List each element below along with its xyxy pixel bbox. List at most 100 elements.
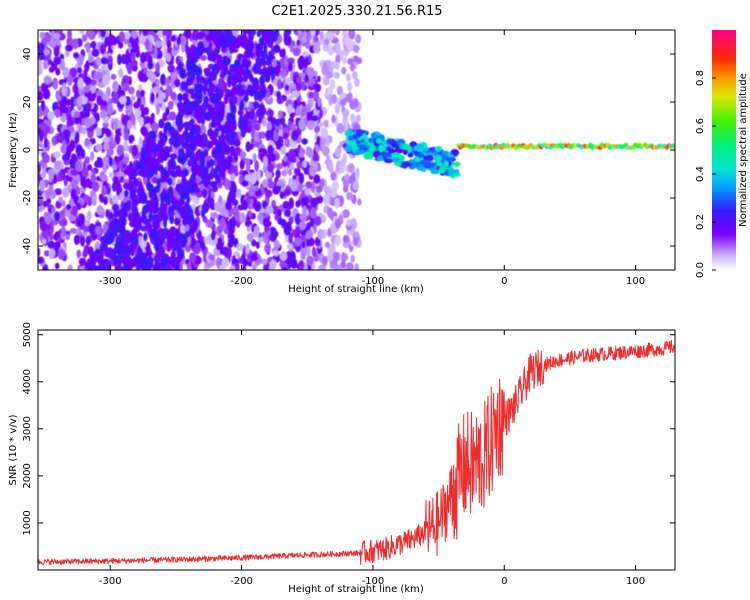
spectrogram-cell	[284, 209, 292, 218]
spectrogram-cell	[310, 197, 319, 208]
spectrogram-cell	[52, 79, 58, 91]
spectrogram-cell	[72, 38, 79, 50]
snr-y-axis-label: SNR (10 * v/v)	[8, 414, 19, 485]
spectrogram-cell	[205, 34, 213, 43]
spectrogram-cell	[323, 193, 331, 206]
spectrogram-cell	[253, 197, 258, 206]
spectrogram-cell	[192, 166, 198, 177]
spectrogram-cell	[131, 213, 138, 223]
spectrogram-cell	[330, 188, 338, 198]
spectrogram-cell	[200, 54, 207, 61]
spectrogram-cell	[82, 106, 88, 116]
spectrogram-cell	[356, 144, 367, 149]
spectrogram-cell	[150, 112, 155, 122]
spectrogram-cell	[433, 154, 442, 163]
spectrogram-cell	[239, 159, 245, 170]
spectrogram-cell	[81, 148, 86, 159]
spectrogram-cell	[279, 251, 288, 262]
spectrogram-cell	[204, 236, 209, 245]
spectrogram-cell	[77, 123, 83, 134]
spectrogram-cell	[254, 160, 260, 172]
spectrogram-cell	[110, 73, 117, 80]
spectrogram-cell	[307, 266, 312, 270]
spectrogram-cell	[301, 106, 308, 116]
spectrogram-cell	[184, 230, 191, 238]
snr-y-tick-label: 3000	[22, 416, 33, 441]
spectrogram-cell	[345, 262, 354, 270]
spectrogram-cell	[233, 164, 238, 176]
spectrogram-cell	[317, 97, 322, 107]
spectrogram-cell	[138, 71, 145, 82]
colorbar-tick-label: 0.8	[695, 70, 706, 86]
spectrogram-cell	[198, 89, 203, 101]
spectrogram-cell	[189, 125, 197, 137]
spectrogram-cell	[130, 94, 136, 102]
spectrogram-cell	[131, 59, 138, 67]
spectrogram-cell	[85, 41, 91, 54]
spectrogram-cell	[178, 67, 187, 76]
spectrogram-cell	[180, 107, 188, 115]
spectrogram-cell	[76, 96, 83, 107]
spectrogram-cell	[195, 137, 203, 147]
spectrogram-cell	[184, 30, 192, 40]
spectrogram-cell	[258, 103, 265, 111]
spectrogram-cell	[299, 221, 306, 231]
spectrogram-cell	[91, 40, 97, 50]
spectrogram-cell	[156, 212, 164, 223]
spectrogram-x-tick-label: -100	[362, 276, 385, 287]
spectrogram-cell	[243, 94, 249, 103]
spectrogram-cell	[330, 242, 336, 254]
spectrogram-cell	[67, 74, 73, 87]
spectrogram-cell	[305, 181, 313, 189]
spectrogram-cell	[118, 214, 124, 222]
spectrogram-cell	[154, 40, 162, 48]
spectrogram-cell	[110, 37, 118, 46]
spectrogram-cell	[92, 198, 97, 206]
spectrogram-cell	[234, 146, 242, 156]
spectrogram-cell	[189, 156, 194, 165]
spectrogram-cell	[268, 50, 273, 59]
spectrogram-cell	[355, 129, 364, 137]
spectrogram-cell	[53, 241, 61, 250]
spectrogram-cell	[313, 215, 322, 226]
spectrogram-cell	[122, 182, 131, 190]
spectrogram-cell	[216, 62, 225, 71]
spectrogram-cell	[204, 111, 213, 121]
snr-x-tick-label: -100	[362, 576, 385, 587]
spectrogram-cell	[299, 213, 308, 222]
spectrogram-cell	[57, 170, 64, 182]
snr-y-tick-label: 5000	[22, 322, 33, 347]
spectrogram-cell	[334, 197, 341, 209]
spectrogram-cell	[249, 185, 255, 197]
spectrogram-cell	[349, 100, 356, 110]
spectrogram-cell	[166, 244, 172, 252]
spectrogram-cell	[140, 125, 148, 136]
spectrogram-cell	[186, 263, 192, 270]
spectrogram-cell	[438, 169, 444, 174]
spectrogram-cell	[209, 181, 218, 188]
spectrogram-cell	[295, 200, 301, 208]
spectrogram-cell	[114, 128, 122, 136]
spectrogram-cell	[131, 30, 138, 39]
spectrogram-cell	[334, 218, 342, 229]
spectrogram-cell	[354, 262, 359, 270]
spectrogram-cell	[62, 187, 69, 198]
spectrogram-cell	[140, 89, 145, 97]
spectrogram-cell	[317, 228, 324, 240]
spectrogram-cell	[101, 100, 108, 107]
spectrogram-cell	[341, 66, 347, 75]
spectrogram-cell	[314, 125, 321, 133]
spectrogram-cell	[201, 188, 208, 199]
colorbar-tick-label: 0.6	[695, 118, 706, 134]
spectrogram-cell	[78, 213, 86, 226]
spectrogram-cell	[65, 98, 72, 106]
spectrogram-cell	[160, 194, 165, 205]
spectrogram-cell	[276, 163, 284, 170]
spectrogram-cell	[305, 230, 313, 240]
spectrogram-cell	[347, 135, 355, 141]
spectrogram-cell	[239, 212, 246, 224]
spectrogram-cell	[55, 67, 61, 76]
spectrogram-cell	[195, 82, 204, 93]
snr-y-tick-label: 2000	[22, 463, 33, 488]
spectrogram-cell	[180, 208, 187, 220]
